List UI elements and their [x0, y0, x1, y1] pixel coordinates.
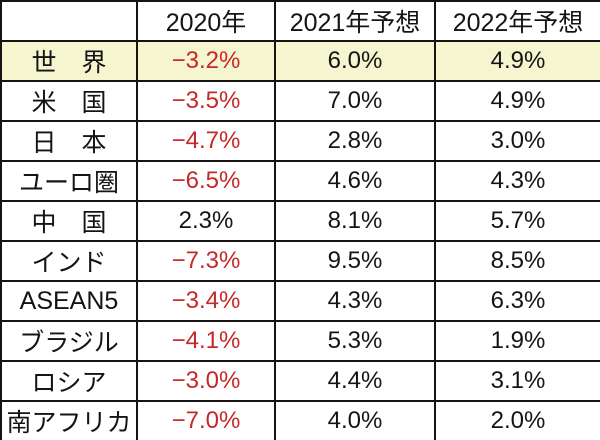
cell-india-2022: 8.5%: [434, 240, 600, 282]
cell-japan-2021: 2.8%: [274, 120, 436, 162]
cell-us-2021: 7.0%: [274, 80, 436, 122]
row-label-asean5: ASEAN5: [0, 280, 138, 322]
cell-brazil-2021: 5.3%: [274, 320, 436, 362]
cell-brazil-2020: −4.1%: [136, 320, 276, 362]
row-label-euro-area: ユーロ圏: [0, 160, 138, 202]
table-row-us: 米 国 −3.5% 7.0% 4.9%: [0, 80, 600, 122]
table-row-russia: ロシア −3.0% 4.4% 3.1%: [0, 360, 600, 402]
cell-china-2020: 2.3%: [136, 200, 276, 242]
row-label-russia: ロシア: [0, 360, 138, 402]
table-row-china: 中 国 2.3% 8.1% 5.7%: [0, 200, 600, 242]
table-row-india: インド −7.3% 9.5% 8.5%: [0, 240, 600, 282]
header-cell-2022-forecast: 2022年予想: [434, 0, 600, 42]
row-label-china: 中 国: [0, 200, 138, 242]
row-label-south-africa: 南アフリカ: [0, 400, 138, 440]
table-row-world: 世 界 −3.2% 6.0% 4.9%: [0, 40, 600, 82]
cell-japan-2020: −4.7%: [136, 120, 276, 162]
header-row: 2020年 2021年予想 2022年予想: [0, 0, 600, 42]
cell-asean5-2022: 6.3%: [434, 280, 600, 322]
cell-india-2021: 9.5%: [274, 240, 436, 282]
row-label-india: インド: [0, 240, 138, 282]
cell-euro-area-2022: 4.3%: [434, 160, 600, 202]
cell-russia-2022: 3.1%: [434, 360, 600, 402]
cell-us-2020: −3.5%: [136, 80, 276, 122]
cell-russia-2021: 4.4%: [274, 360, 436, 402]
cell-euro-area-2021: 4.6%: [274, 160, 436, 202]
cell-us-2022: 4.9%: [434, 80, 600, 122]
cell-euro-area-2020: −6.5%: [136, 160, 276, 202]
row-label-world: 世 界: [0, 40, 138, 82]
table-row-south-africa: 南アフリカ −7.0% 4.0% 2.0%: [0, 400, 600, 440]
row-label-japan: 日 本: [0, 120, 138, 162]
cell-brazil-2022: 1.9%: [434, 320, 600, 362]
table-row-japan: 日 本 −4.7% 2.8% 3.0%: [0, 120, 600, 162]
cell-world-2022: 4.9%: [434, 40, 600, 82]
table-row-euro-area: ユーロ圏 −6.5% 4.6% 4.3%: [0, 160, 600, 202]
row-label-us: 米 国: [0, 80, 138, 122]
cell-south-africa-2020: −7.0%: [136, 400, 276, 440]
cell-india-2020: −7.3%: [136, 240, 276, 282]
header-cell-empty: [0, 0, 138, 42]
cell-world-2021: 6.0%: [274, 40, 436, 82]
row-label-brazil: ブラジル: [0, 320, 138, 362]
cell-japan-2022: 3.0%: [434, 120, 600, 162]
cell-china-2021: 8.1%: [274, 200, 436, 242]
cell-russia-2020: −3.0%: [136, 360, 276, 402]
table-row-brazil: ブラジル −4.1% 5.3% 1.9%: [0, 320, 600, 362]
table-row-asean5: ASEAN5 −3.4% 4.3% 6.3%: [0, 280, 600, 322]
cell-china-2022: 5.7%: [434, 200, 600, 242]
cell-world-2020: −3.2%: [136, 40, 276, 82]
cell-south-africa-2022: 2.0%: [434, 400, 600, 440]
header-cell-2020: 2020年: [136, 0, 276, 42]
header-cell-2021-forecast: 2021年予想: [274, 0, 436, 42]
cell-asean5-2020: −3.4%: [136, 280, 276, 322]
cell-south-africa-2021: 4.0%: [274, 400, 436, 440]
cell-asean5-2021: 4.3%: [274, 280, 436, 322]
